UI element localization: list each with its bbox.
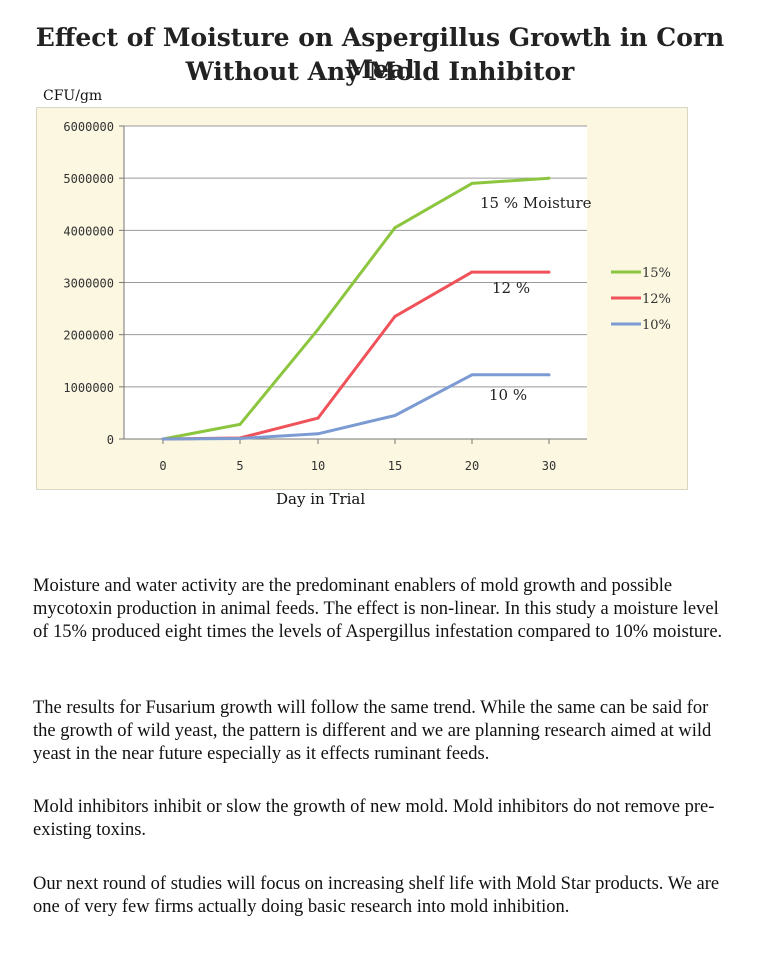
series-annotation: 15 % Moisture	[480, 194, 592, 212]
paragraph-moisture: Moisture and water activity are the pred…	[33, 576, 723, 642]
legend-label: 12%	[642, 292, 671, 307]
line-chart: 0 1000000 2000000 3000000 4000000 5000000 6000…	[63, 120, 671, 473]
y-tick-label: 5000000	[63, 172, 114, 186]
y-tick-label: 2000000	[63, 329, 114, 343]
legend-label: 10%	[642, 318, 671, 333]
x-tick-label: 10	[311, 459, 325, 473]
chart-title-line-1: Effect of Moisture on Aspergillus Growth…	[35, 23, 725, 84]
data-point	[470, 181, 474, 185]
y-tick-label: 0	[107, 433, 114, 447]
x-tick-label: 15	[388, 459, 402, 473]
y-tick-label: 4000000	[63, 224, 114, 238]
data-point	[316, 327, 320, 331]
series-annotation: 12 %	[492, 279, 530, 297]
data-point	[238, 422, 242, 426]
y-tick-label: 3000000	[63, 277, 114, 291]
x-tick-label: 20	[465, 459, 479, 473]
x-tick-label: 5	[236, 459, 243, 473]
data-point	[238, 436, 242, 440]
chart-title-line-2: Without Any Mold Inhibitor	[185, 57, 575, 86]
series-line-15pct	[162, 176, 550, 441]
data-point	[161, 437, 165, 441]
y-tick-label: 6000000	[63, 120, 114, 134]
data-point	[393, 414, 397, 418]
series-line-10pct	[162, 373, 549, 441]
series-annotation: 10 %	[489, 386, 527, 404]
data-point	[470, 270, 474, 274]
data-point	[316, 416, 320, 420]
paragraph-inhibitors: Mold inhibitors inhibit or slow the grow…	[33, 797, 715, 840]
x-tick-label: 30	[542, 459, 556, 473]
paragraph-next-studies: Our next round of studies will focus on …	[33, 874, 720, 917]
data-point	[316, 432, 320, 436]
data-point	[393, 226, 397, 230]
chart-frame: 0 1000000 2000000 3000000 4000000 5000000 6000…	[36, 107, 688, 490]
legend-label: 15%	[642, 266, 671, 281]
data-point	[470, 373, 474, 377]
y-axis-unit-label: CFU/gm	[43, 88, 103, 104]
data-point	[547, 270, 551, 274]
x-tick-label: 0	[159, 459, 166, 473]
data-point	[547, 176, 551, 180]
y-tick-label: 1000000	[63, 381, 114, 395]
paragraph-fusarium: The results for Fusarium growth will fol…	[33, 698, 712, 764]
data-point	[547, 373, 551, 377]
x-axis-label: Day in Trial	[276, 490, 366, 508]
data-point	[393, 314, 397, 318]
